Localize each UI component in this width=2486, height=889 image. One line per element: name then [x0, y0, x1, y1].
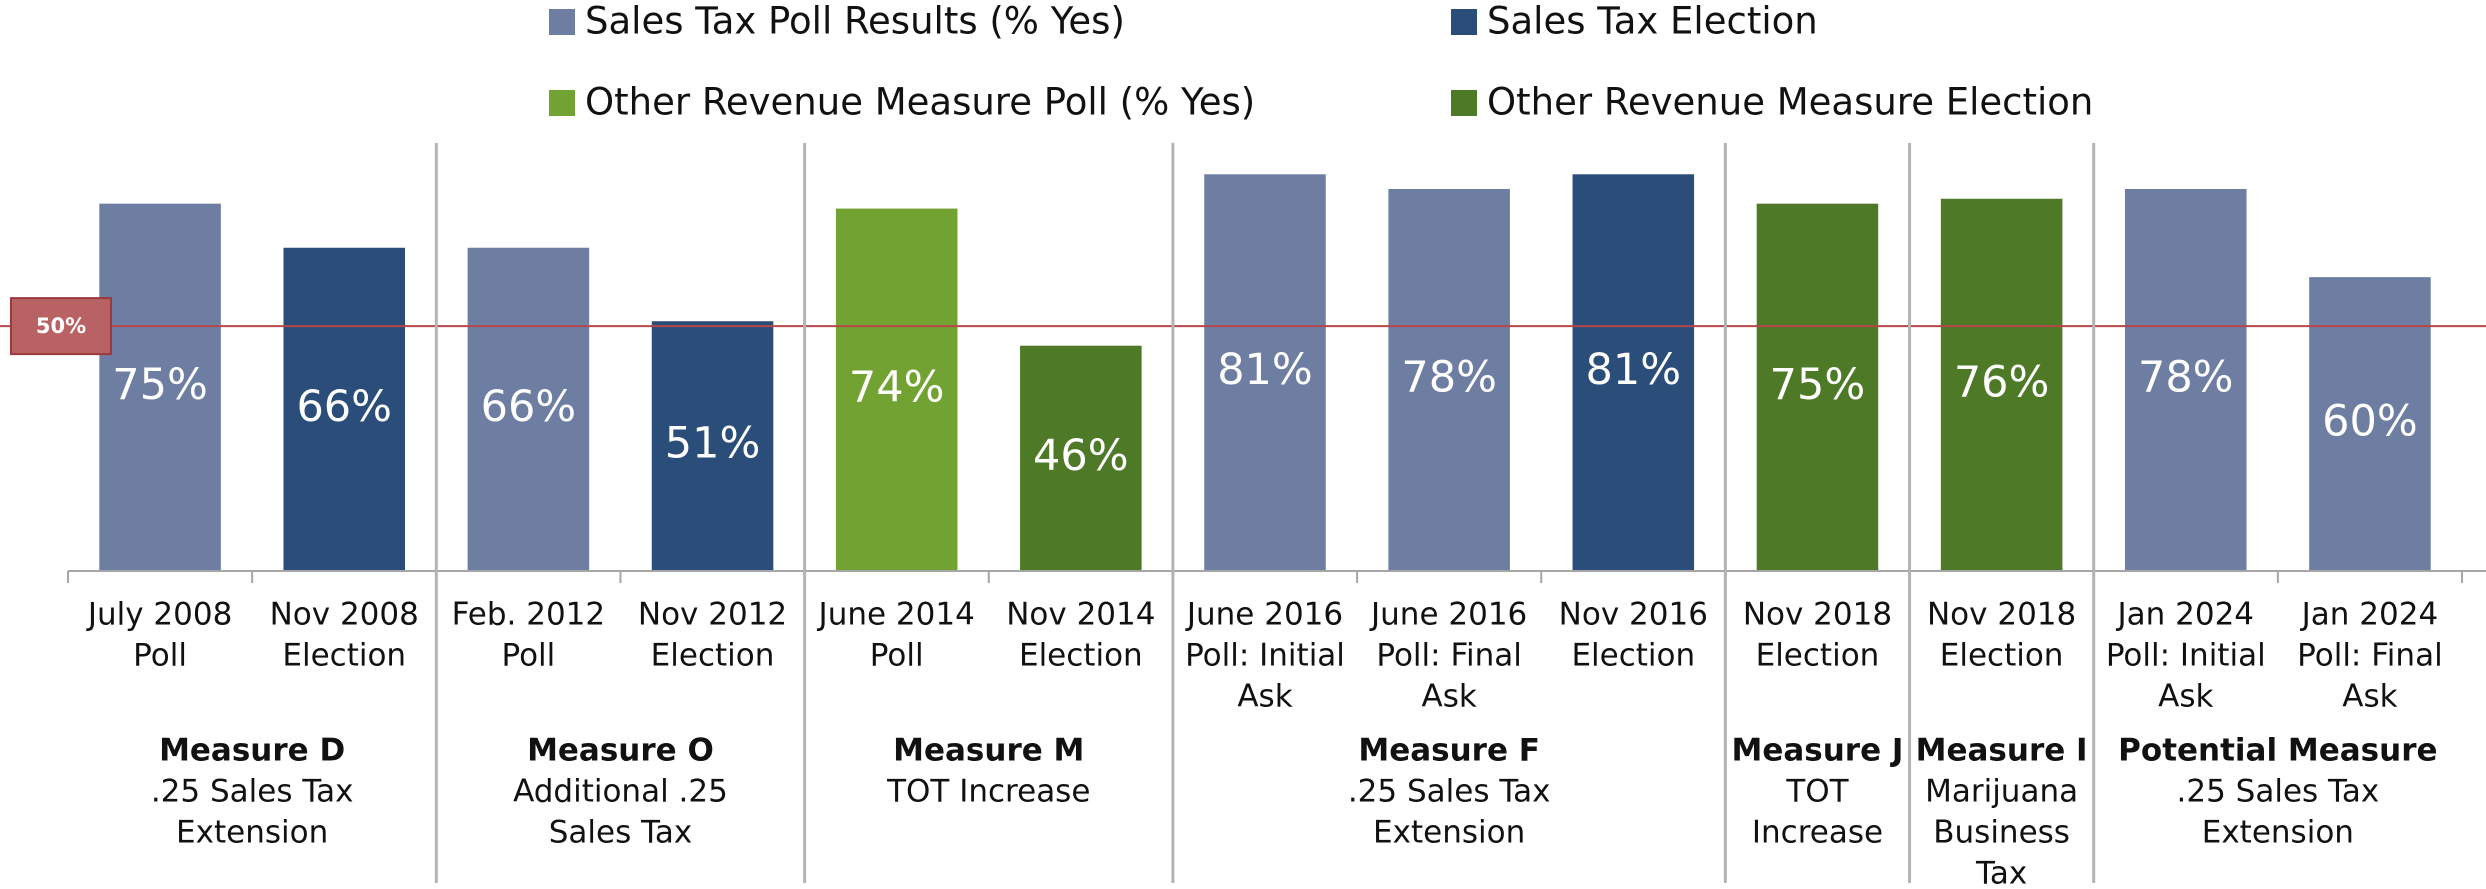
group-description: Extension: [1373, 815, 1525, 851]
x-tick-label: Jan 2024: [2115, 597, 2254, 633]
group-description: Business: [1933, 815, 2070, 851]
reference-label: 50%: [36, 314, 86, 338]
x-tick-label: Election: [1940, 638, 2064, 674]
bar: [1204, 174, 1326, 571]
bar: [1572, 174, 1695, 571]
value-label: 60%: [2322, 397, 2418, 447]
value-label: 74%: [849, 362, 945, 412]
x-tick-label: Ask: [1421, 679, 1476, 715]
bar: [283, 247, 406, 571]
value-label: 75%: [112, 360, 208, 410]
group-description: Extension: [2202, 815, 2354, 851]
value-label: 75%: [1770, 360, 1866, 410]
bar: [2124, 188, 2247, 571]
x-tick-label: Election: [282, 638, 406, 674]
x-tick-label: Feb. 2012: [452, 597, 606, 633]
x-tick-label: Poll: Final: [2297, 638, 2443, 674]
legend-swatch: [549, 9, 575, 35]
x-tick-label: Poll: [870, 638, 924, 674]
x-tick-label: Ask: [2158, 679, 2213, 715]
x-tick-label: Poll: [133, 638, 187, 674]
reference-box: [10, 297, 112, 356]
group-description: Marijuana: [1925, 774, 2078, 810]
legend-label: Sales Tax Election: [1487, 0, 1818, 43]
group-description: .25 Sales Tax: [1348, 774, 1551, 810]
x-tick-label: Nov 2012: [638, 597, 787, 633]
group-description: Additional .25: [513, 774, 728, 810]
value-label: 78%: [1401, 352, 1497, 402]
x-tick-label: Election: [1571, 638, 1695, 674]
group-name: Potential Measure: [2118, 733, 2437, 769]
x-tick-label: Poll: Initial: [2106, 638, 2266, 674]
x-tick-label: Nov 2016: [1559, 597, 1708, 633]
value-label: 76%: [1954, 357, 2050, 407]
group-description: Sales Tax: [549, 815, 693, 851]
group-name: Measure J: [1731, 733, 1903, 769]
value-label: 66%: [296, 382, 392, 432]
group-description: TOT: [1785, 774, 1849, 810]
bar: [467, 247, 590, 571]
group-name: Measure M: [893, 733, 1084, 769]
x-tick-label: Election: [651, 638, 775, 674]
x-tick-label: June 2016: [1185, 597, 1343, 633]
x-tick-label: June 2014: [817, 597, 975, 633]
group-name: Measure O: [527, 733, 714, 769]
group-description: Tax: [1975, 856, 2027, 889]
legend-label: Sales Tax Poll Results (% Yes): [585, 0, 1125, 43]
x-tick-label: Ask: [2342, 679, 2397, 715]
x-tick-label: Nov 2008: [270, 597, 419, 633]
bar: [651, 321, 774, 571]
legend-label: Other Revenue Measure Poll (% Yes): [585, 81, 1255, 124]
legend-swatch: [1451, 90, 1477, 116]
value-label: 46%: [1033, 431, 1129, 481]
group-name: Measure D: [159, 733, 345, 769]
bar: [1756, 203, 1879, 571]
group-description: Extension: [176, 815, 328, 851]
bar: [1020, 345, 1142, 571]
x-tick-label: Nov 2018: [1927, 597, 2076, 633]
value-label: 81%: [1586, 345, 1682, 395]
legend-swatch: [1451, 9, 1477, 35]
group-name: Measure F: [1358, 733, 1540, 769]
bar: [1940, 198, 2063, 572]
value-label: 78%: [2138, 352, 2234, 402]
value-label: 66%: [481, 382, 577, 432]
group-description: TOT Increase: [886, 774, 1090, 810]
x-tick-label: July 2008: [86, 597, 233, 633]
x-tick-label: Election: [1756, 638, 1880, 674]
group-description: .25 Sales Tax: [2177, 774, 2380, 810]
x-tick-label: Poll: Final: [1376, 638, 1522, 674]
x-tick-label: Jan 2024: [2300, 597, 2439, 633]
group-description: .25 Sales Tax: [151, 774, 354, 810]
bar: [1388, 188, 1510, 571]
legend-swatch: [549, 90, 575, 116]
value-label: 51%: [665, 419, 761, 469]
x-tick-label: Ask: [1237, 679, 1292, 715]
bar: [835, 208, 958, 571]
x-tick-label: Nov 2014: [1006, 597, 1155, 633]
x-tick-label: Election: [1019, 638, 1143, 674]
x-tick-label: Nov 2018: [1743, 597, 1892, 633]
x-tick-label: June 2016: [1369, 597, 1527, 633]
group-name: Measure I: [1916, 733, 2088, 769]
x-tick-label: Poll: [501, 638, 555, 674]
value-label: 81%: [1217, 345, 1313, 395]
group-description: Increase: [1752, 815, 1883, 851]
bar: [99, 203, 221, 571]
x-tick-label: Poll: Initial: [1185, 638, 1345, 674]
legend-label: Other Revenue Measure Election: [1487, 81, 2093, 124]
